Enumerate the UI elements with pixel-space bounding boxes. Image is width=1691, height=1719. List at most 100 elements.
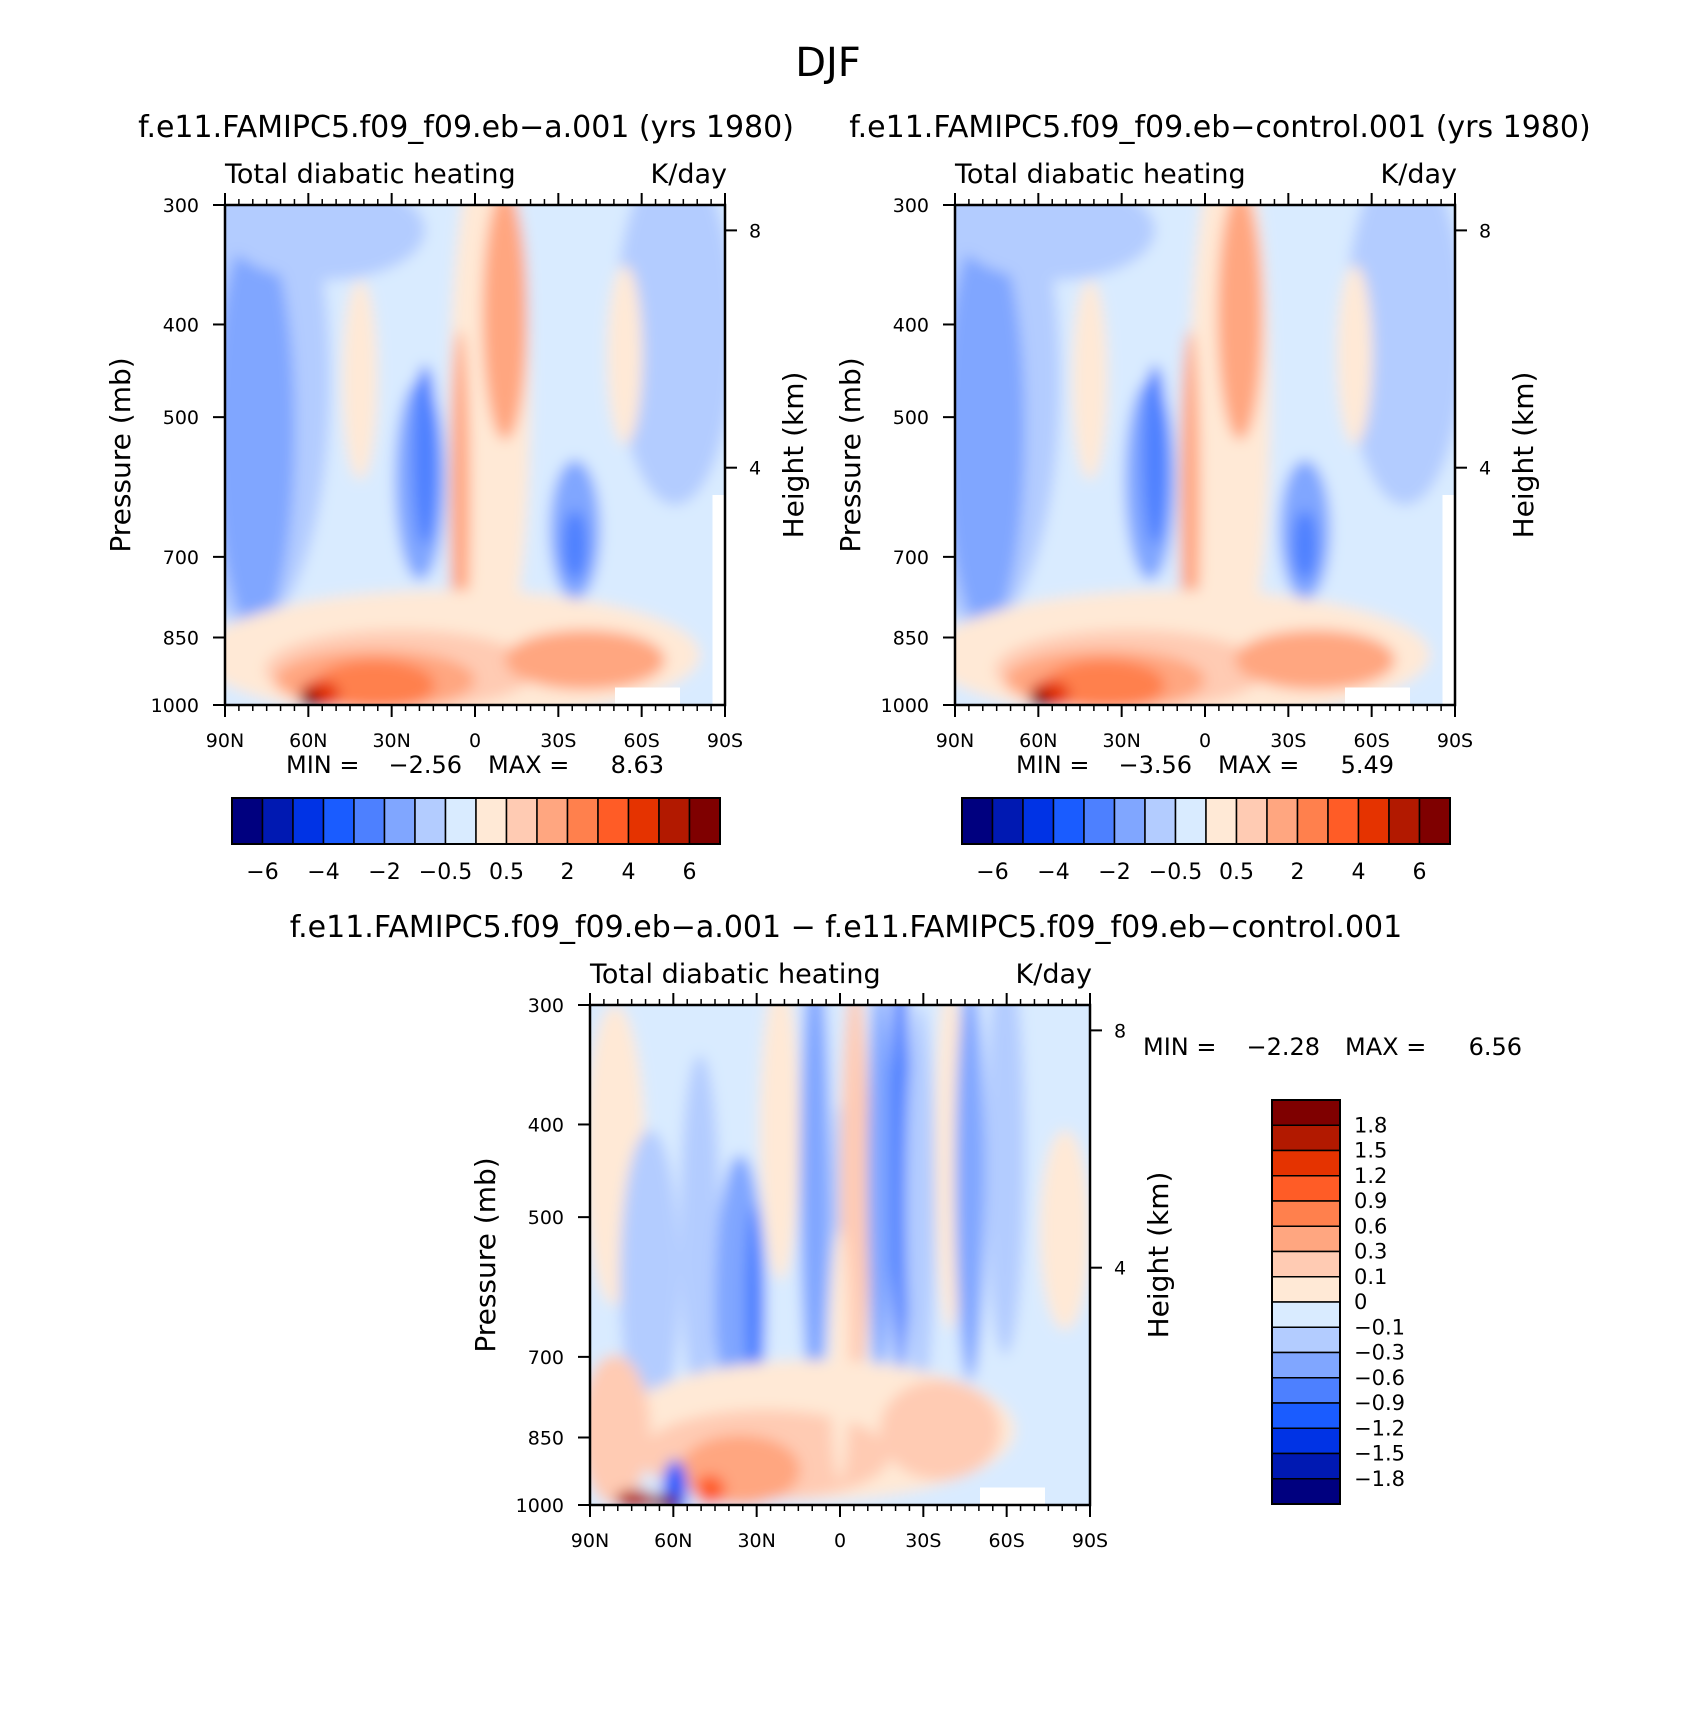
panel-a-xtick-label: 60S	[624, 730, 660, 752]
panel-a-colorbar-label: −6	[246, 860, 278, 885]
panel-a-colorbar-swatch	[627, 797, 660, 845]
panel-a-neg-region	[225, 205, 425, 280]
panel-a-ytick-right-label: 8	[749, 220, 761, 242]
panel-a-ylabel: Pressure (mb)	[104, 357, 137, 552]
panel-c-streak	[745, 1205, 765, 1405]
panel-b-left-string: Total diabatic heating	[954, 159, 1246, 190]
panel-c-ytick-label: 850	[528, 1428, 564, 1450]
panel-c-xtick-label: 90S	[1072, 1530, 1108, 1552]
panel-a-colorbar-swatch	[261, 797, 294, 845]
panel-c-colorbar-swatch	[1271, 1427, 1341, 1455]
panel-c-ytick-right-label: 4	[1114, 1258, 1126, 1280]
panel-c-streak	[867, 1005, 893, 1380]
panel-a-pos-region	[342, 280, 378, 480]
panel-c-colorbar-label: 0.3	[1354, 1240, 1387, 1264]
panel-c-colorbar-label: 0.1	[1354, 1265, 1387, 1289]
panel-a-colorbar-swatch	[444, 797, 477, 845]
panel-b-missing	[1345, 687, 1410, 705]
panel-a-ytick-label: 700	[163, 547, 199, 569]
panel-c-pos-region	[650, 1495, 680, 1505]
panel-b-colorbar-label: 4	[1352, 860, 1366, 885]
panel-c-colorbar-outline	[1271, 1099, 1341, 1505]
panel-b-pos-region	[1217, 205, 1263, 440]
panel-a-colorbar-label: −0.5	[419, 860, 472, 885]
panel-b-ytick-label: 300	[893, 195, 929, 217]
panel-c-ytick-label: 500	[528, 1207, 564, 1229]
panel-c-colorbar-label: 1.5	[1354, 1139, 1387, 1163]
panel-c-min-value: −2.28	[1246, 1033, 1320, 1061]
panel-b-colorbar-swatch	[1174, 797, 1207, 845]
panel-b-colorbar-label: −4	[1037, 860, 1069, 885]
panel-c-colorbar-label: −0.6	[1354, 1366, 1405, 1390]
panel-b-xtick-label: 60S	[1354, 730, 1390, 752]
figure-title: DJF	[795, 40, 861, 86]
panel-a-pos-region	[505, 630, 665, 690]
panel-c-streak	[800, 1005, 830, 1405]
panel-c-right-string: K/day	[1016, 959, 1092, 990]
panel-c-ytick-label: 700	[528, 1347, 564, 1369]
panel-b-colorbar-swatch	[1052, 797, 1085, 845]
panel-b-colorbar-outline	[961, 797, 1451, 845]
panel-a-left-string: Total diabatic heating	[224, 159, 516, 190]
panel-a-colorbar: −6 −4 −2 −0.5 0.5 2 4 6	[231, 797, 721, 885]
panel-c-max-value: 6.56	[1469, 1033, 1522, 1061]
panel-c-colorbar-label: 1.2	[1354, 1164, 1387, 1188]
panel-b-colorbar-swatch	[991, 797, 1024, 845]
panel-b-ytick-right-label: 4	[1479, 458, 1491, 480]
panel-b-colorbar-swatch	[1205, 797, 1238, 845]
panel-c-colorbar-swatch	[1271, 1326, 1341, 1354]
panel-b-ytick-label: 700	[893, 547, 929, 569]
panel-c-colorbar-swatch	[1271, 1452, 1341, 1480]
panel-b-colorbar-swatch	[1144, 797, 1177, 845]
panel-b: f.e11.FAMIPC5.f09_f09.eb−control.001 (yr…	[834, 110, 1591, 885]
panel-b-xtick-label: 30S	[1270, 730, 1306, 752]
panel-c-colorbar-swatch	[1271, 1175, 1341, 1202]
panel-c-ytick-right-label: 8	[1114, 1020, 1126, 1042]
panel-b-ytick-right-label: 8	[1479, 220, 1491, 242]
panel-b-ytick-label: 500	[893, 407, 929, 429]
panel-a-colorbar-label: 6	[683, 860, 697, 885]
panel-b-colorbar-label: −2	[1098, 860, 1130, 885]
panel-c-pos-region	[590, 1355, 650, 1505]
panel-c-colorbar-label: −1.5	[1354, 1442, 1405, 1466]
panel-b-title: f.e11.FAMIPC5.f09_f09.eb−control.001 (yr…	[849, 110, 1590, 145]
panel-a-missing	[712, 495, 725, 705]
panel-b-colorbar-swatch	[1357, 797, 1390, 845]
panel-b-colorbar-label: 0.5	[1219, 860, 1254, 885]
panel-c-missing	[980, 1487, 1045, 1505]
panel-b-pos-region	[1072, 280, 1108, 480]
panel-c-pos-region	[615, 1490, 655, 1505]
panel-b-xtick-label: 0	[1199, 730, 1211, 752]
panel-b-ytick-label: 1000	[881, 695, 929, 717]
panel-a-colorbar-swatch	[414, 797, 447, 845]
panel-a-colorbar-swatch	[231, 797, 264, 845]
panel-b-colorbar-swatch	[1113, 797, 1146, 845]
panel-a-colorbar-swatch	[383, 797, 416, 845]
panel-a-pos-region	[482, 205, 528, 440]
panel-a-pos-region	[315, 660, 435, 705]
panel-c-colorbar-swatch	[1271, 1149, 1341, 1177]
panel-a-pos-region	[607, 265, 643, 445]
panel-b-contours	[955, 205, 1455, 705]
panel-c-colorbar-swatch	[1271, 1351, 1341, 1379]
panel-a-colorbar-label: −4	[307, 860, 339, 885]
panel-b-right-string: K/day	[1381, 159, 1457, 190]
panel-c-max-label: MAX =	[1345, 1033, 1426, 1061]
panel-b-neg-region	[955, 230, 1025, 630]
panel-a-ytick-label: 500	[163, 407, 199, 429]
panel-c-streak	[985, 1005, 1025, 1355]
panel-c-colorbar-swatch	[1271, 1124, 1341, 1152]
panel-a-ytick-right-label: 4	[749, 458, 761, 480]
panel-b-colorbar-swatch	[1296, 797, 1329, 845]
panel-a-min-label: MIN =	[286, 751, 359, 779]
panel-c-pos-region	[695, 1475, 725, 1505]
panel-a-colorbar-outline	[231, 797, 721, 845]
panel-a-ylabel-right: Height (km)	[777, 372, 810, 539]
panel-c-colorbar-label: 0.9	[1354, 1189, 1387, 1213]
panel-c-field	[590, 1005, 1090, 1505]
panel-c-ylabel: Pressure (mb)	[469, 1157, 502, 1352]
panel-c-neg-region	[662, 1460, 688, 1505]
panel-b-colorbar-swatch	[1327, 797, 1360, 845]
panel-c-colorbar-label: −1.2	[1354, 1416, 1405, 1440]
panel-a-contours	[225, 205, 725, 705]
